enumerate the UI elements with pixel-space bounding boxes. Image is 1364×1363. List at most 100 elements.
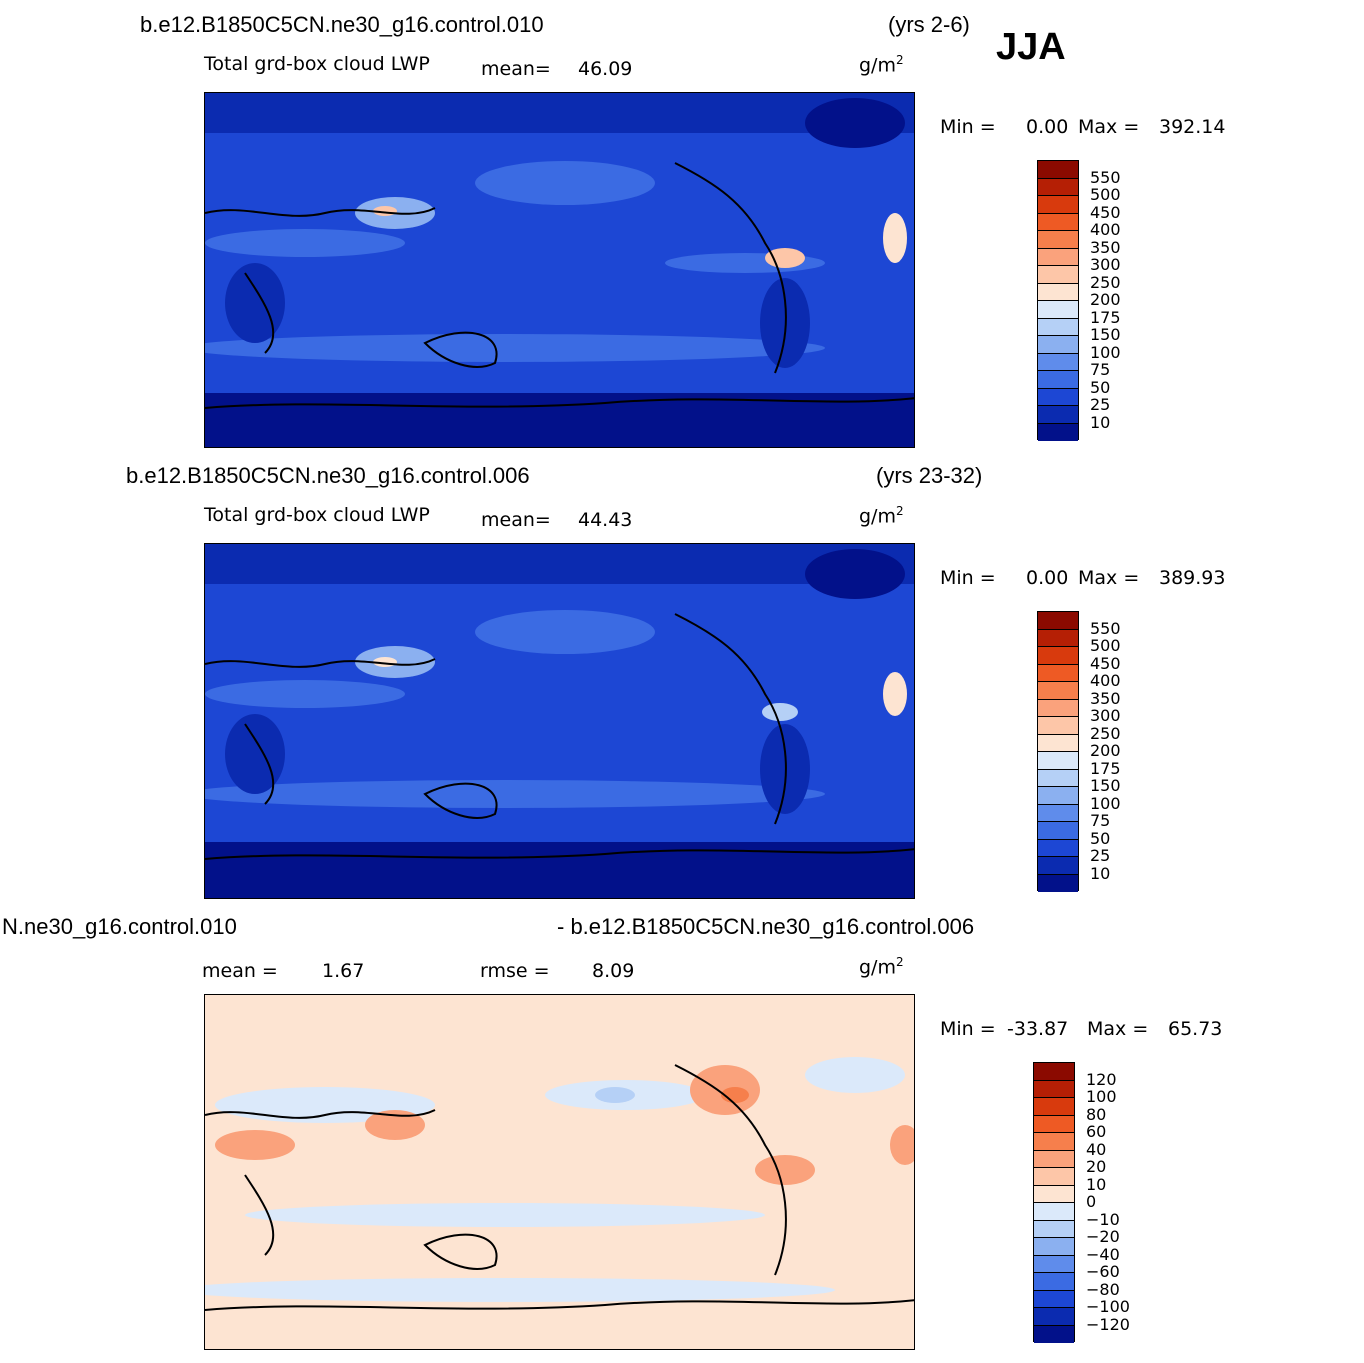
colorbar-label: 25	[1090, 395, 1111, 414]
colorbar-swatch	[1034, 1308, 1074, 1326]
colorbar-swatch	[1038, 804, 1078, 822]
colorbar-label: 400	[1090, 220, 1121, 239]
colorbar-swatch	[1038, 769, 1078, 787]
colorbar-swatch	[1038, 336, 1078, 354]
colorbar-label: 60	[1086, 1122, 1107, 1141]
colorbar-label: 50	[1090, 828, 1111, 848]
panel1-units: g/m2	[859, 53, 904, 77]
colorbar-label: 350	[1090, 688, 1121, 708]
colorbar-swatch	[1034, 1098, 1074, 1116]
colorbar-label: 350	[1090, 237, 1121, 257]
colorbar-label: 100	[1090, 342, 1121, 362]
panel2-map	[204, 543, 915, 899]
colorbar-swatch	[1038, 318, 1078, 336]
colorbar-swatch	[1038, 787, 1078, 805]
colorbar-swatch	[1034, 1133, 1074, 1151]
colorbar-swatch	[1038, 857, 1078, 875]
colorbar-label: 150	[1090, 776, 1121, 795]
panel3-mean-value: 1.67	[322, 960, 365, 982]
panel2-min-label: Min =	[940, 567, 996, 589]
panel3-min-label: Min =	[940, 1018, 996, 1040]
colorbar-label: 10	[1090, 412, 1111, 432]
panel3-max-value: 65.73	[1168, 1018, 1223, 1040]
panel1-max-value: 392.14	[1159, 116, 1226, 138]
colorbar-label: 75	[1090, 811, 1111, 830]
colorbar-swatch	[1038, 612, 1078, 630]
colorbar-swatch	[1034, 1080, 1074, 1098]
colorbar-swatch	[1038, 196, 1078, 214]
panel1-case-name: b.e12.B1850C5CN.ne30_g16.control.010	[140, 12, 544, 37]
colorbar-label: 10	[1086, 1174, 1107, 1194]
colorbar-swatch	[1034, 1220, 1074, 1238]
panel1-min-label: Min =	[940, 116, 996, 138]
panel3-units: g/m2	[859, 955, 904, 979]
panel3-max-label: Max =	[1087, 1018, 1149, 1040]
panel1-mean-label: mean=	[481, 58, 551, 80]
colorbar-label: 550	[1090, 167, 1121, 187]
panel2-case-name: b.e12.B1850C5CN.ne30_g16.control.006	[126, 463, 530, 488]
colorbar-swatch	[1038, 283, 1078, 301]
colorbar-swatch	[1034, 1273, 1074, 1291]
colorbar-swatch	[1034, 1290, 1074, 1308]
colorbar-label: 75	[1090, 360, 1111, 379]
colorbar-swatch	[1038, 161, 1078, 179]
colorbar-swatch	[1038, 231, 1078, 249]
colorbar-swatch	[1038, 664, 1078, 682]
panel1-years: (yrs 2-6)	[888, 12, 970, 37]
panel3-case-left: N.ne30_g16.control.010	[2, 914, 237, 939]
colorbar-swatch	[1034, 1255, 1074, 1273]
panel2-max-value: 389.93	[1159, 567, 1226, 589]
panel3-min-value: -33.87	[1007, 1018, 1069, 1040]
colorbar-swatches	[1037, 160, 1079, 441]
colorbar-swatch	[1038, 406, 1078, 424]
panel3-mean-label: mean =	[202, 960, 278, 982]
colorbar-swatch	[1038, 699, 1078, 717]
colorbar-swatch	[1038, 717, 1078, 735]
colorbar-label: 175	[1090, 307, 1121, 327]
panel2-variable: Total grd-box cloud LWP	[204, 504, 430, 526]
panel2-mean-value: 44.43	[578, 509, 633, 531]
colorbar-label: 20	[1086, 1157, 1107, 1176]
panel3-map-svg	[205, 995, 914, 1349]
colorbar-swatch	[1038, 839, 1078, 857]
colorbar-swatch	[1038, 353, 1078, 371]
colorbar-label: −20	[1086, 1227, 1120, 1246]
colorbar-label: 120	[1086, 1069, 1117, 1089]
colorbar-swatch	[1034, 1115, 1074, 1133]
colorbar-label: 40	[1086, 1139, 1107, 1159]
panel2-years: (yrs 23-32)	[876, 463, 983, 488]
colorbar-label: 550	[1090, 618, 1121, 638]
colorbar-swatches	[1033, 1062, 1075, 1343]
panel1-map-svg	[205, 93, 914, 447]
colorbar-swatch	[1038, 682, 1078, 700]
colorbar-label: 200	[1090, 741, 1121, 760]
colorbar-swatch	[1038, 647, 1078, 665]
panel2-max-label: Max =	[1078, 567, 1140, 589]
season-label: JJA	[996, 26, 1066, 68]
colorbar-swatch	[1038, 629, 1078, 647]
colorbar-swatch	[1038, 388, 1078, 406]
colorbar-swatch	[1038, 301, 1078, 319]
colorbar-swatch	[1038, 213, 1078, 231]
colorbar-label: 0	[1086, 1192, 1097, 1211]
colorbar-label: 500	[1090, 185, 1121, 204]
colorbar-label: 300	[1090, 255, 1121, 274]
panel2-units: g/m2	[859, 504, 904, 528]
colorbar-label: 500	[1090, 636, 1121, 655]
colorbar-label: −80	[1086, 1279, 1120, 1299]
colorbar-swatch	[1034, 1325, 1074, 1343]
colorbar-swatch	[1038, 734, 1078, 752]
colorbar-swatch	[1038, 178, 1078, 196]
panel3-case-right: - b.e12.B1850C5CN.ne30_g16.control.006	[557, 914, 975, 939]
colorbar-label: 450	[1090, 653, 1121, 673]
colorbar-label: 50	[1090, 377, 1111, 397]
colorbar-label: 25	[1090, 846, 1111, 865]
panel1-variable: Total grd-box cloud LWP	[204, 53, 430, 75]
panel2-mean-label: mean=	[481, 509, 551, 531]
colorbar-swatch	[1038, 752, 1078, 770]
colorbar-label: −10	[1086, 1209, 1120, 1229]
colorbar-label: −100	[1086, 1297, 1130, 1316]
colorbar-label: 100	[1086, 1087, 1117, 1106]
panel2-map-svg	[205, 544, 914, 898]
colorbar-swatch	[1038, 874, 1078, 892]
